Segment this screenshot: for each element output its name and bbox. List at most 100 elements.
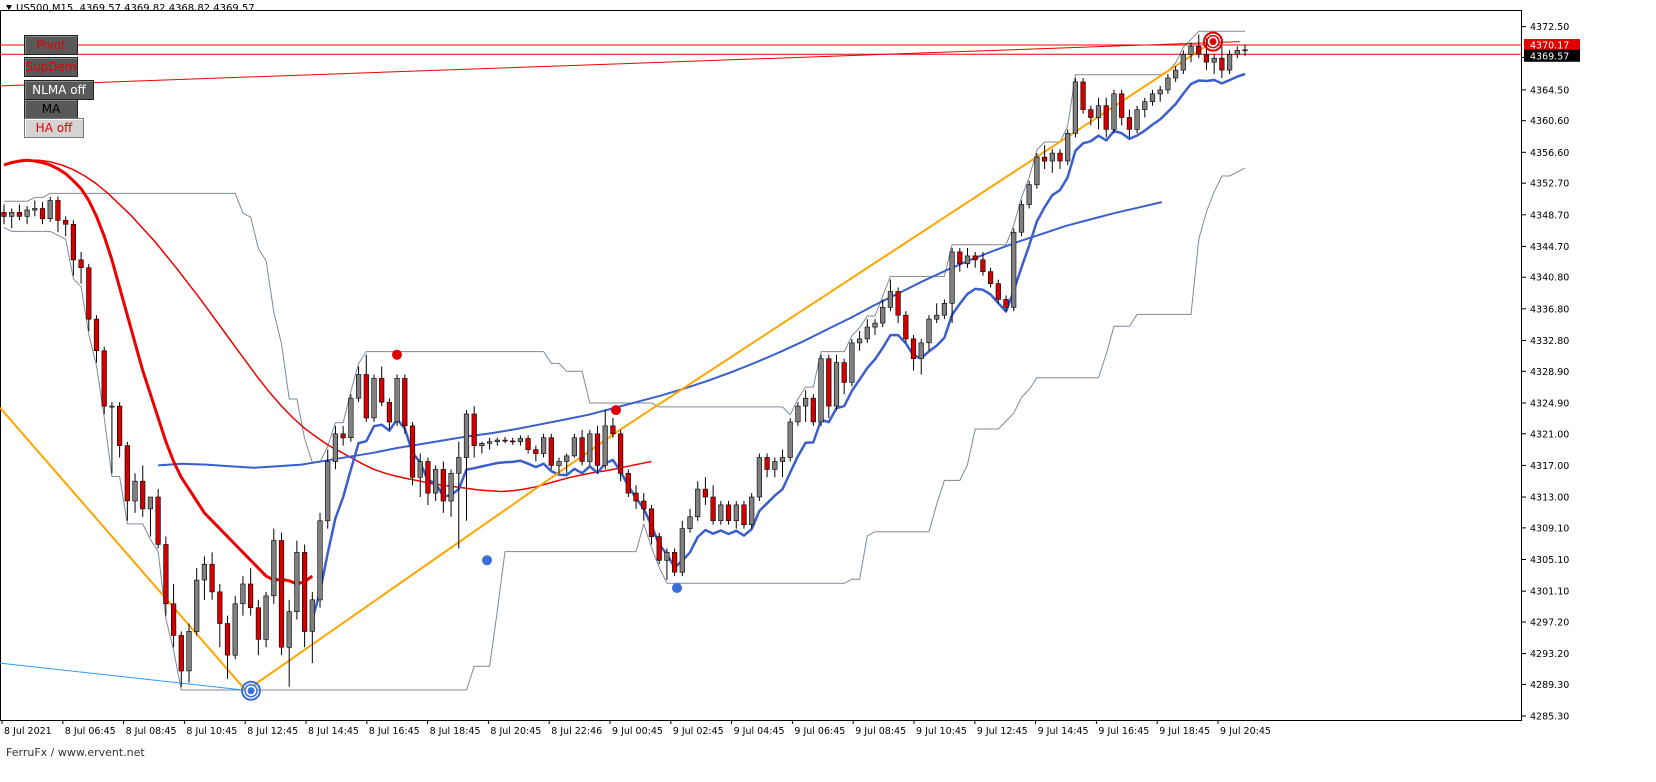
ha-button[interactable]: HA off	[24, 118, 84, 138]
candle-body	[972, 255, 978, 261]
candle-body	[332, 433, 339, 462]
candle-body	[941, 302, 947, 316]
candle-body	[1203, 53, 1209, 63]
candle-body	[163, 544, 169, 605]
x-tick-label: 8 Jul 10:45	[186, 726, 237, 737]
candle-body	[641, 500, 647, 510]
candle-body	[379, 378, 385, 403]
candle-body	[1034, 156, 1040, 186]
candle-body	[679, 528, 685, 573]
current-price-box	[1524, 49, 1580, 62]
candle-body	[463, 413, 470, 458]
candle-body	[826, 358, 832, 407]
candle-body	[386, 401, 393, 423]
y-tick-label: 4321.00	[1530, 429, 1569, 440]
candle-body	[363, 374, 369, 419]
swing-major-dot	[1209, 38, 1217, 46]
candle-body	[1011, 231, 1017, 308]
trend-line-red	[0, 41, 1241, 87]
candle-body	[957, 251, 963, 265]
y-tick-label: 4317.00	[1530, 461, 1569, 472]
y-tick-label: 4285.30	[1530, 712, 1569, 723]
candle-body	[1157, 89, 1163, 95]
candle-body	[533, 449, 539, 454]
candle-body	[856, 338, 863, 344]
x-tick-label: 8 Jul 06:45	[65, 726, 116, 737]
candle-body	[155, 496, 161, 545]
y-tick-label: 4336.80	[1530, 304, 1569, 315]
candle-body	[1103, 105, 1109, 130]
candle-body	[1227, 53, 1233, 71]
candle-body	[1088, 109, 1094, 118]
candle-body	[39, 208, 46, 220]
y-tick-label: 4328.90	[1530, 367, 1569, 378]
candle-body	[987, 271, 994, 284]
candle-body	[186, 631, 192, 672]
plot-frame	[0, 10, 1522, 721]
y-tick-label: 4309.10	[1530, 523, 1569, 534]
candle-body	[32, 208, 38, 211]
x-tick-label: 8 Jul 18:45	[430, 726, 481, 737]
candle-body	[325, 461, 331, 522]
y-tick-label: 4360.60	[1530, 116, 1569, 127]
candle-body	[787, 421, 793, 458]
candle-body	[579, 437, 585, 462]
candle-body	[1173, 69, 1179, 79]
y-tick-label: 4356.60	[1530, 148, 1569, 159]
candle-body	[248, 583, 254, 609]
y-tick-label: 4301.10	[1530, 587, 1569, 598]
candle-body	[756, 457, 762, 498]
y-tick-label: 4372.50	[1530, 22, 1569, 33]
candle-body	[109, 405, 115, 408]
candle-body	[1142, 101, 1148, 110]
pivot-button[interactable]: Pivot	[24, 35, 78, 55]
x-tick-label: 9 Jul 10:45	[916, 726, 967, 737]
candle-body	[802, 397, 809, 407]
y-tick-label: 4332.80	[1530, 336, 1569, 347]
trend-line-blue	[0, 662, 251, 692]
current-price-label: 4369.57	[1530, 51, 1569, 62]
candle-body	[656, 536, 662, 561]
zigzag-line	[0, 40, 1214, 692]
candle-body	[1049, 152, 1055, 162]
candle-body	[926, 318, 932, 344]
candle-body	[101, 350, 107, 407]
candle-body	[564, 455, 570, 462]
candle-body	[1057, 152, 1063, 162]
x-tick-label: 9 Jul 16:45	[1098, 726, 1149, 737]
candle-body	[602, 425, 608, 466]
x-tick-label: 9 Jul 12:45	[977, 726, 1028, 737]
swing-major-dot	[247, 687, 255, 695]
dropdown-arrow-icon	[6, 5, 12, 10]
candle-body	[903, 314, 909, 340]
candle-body	[687, 516, 693, 529]
candle-body	[440, 469, 446, 502]
candle-body	[594, 433, 601, 466]
y-tick-label: 4324.90	[1530, 398, 1569, 409]
candle-body	[1196, 46, 1202, 55]
candle-body	[733, 504, 739, 521]
candle-body	[779, 457, 786, 462]
credit-text: FerruFx / www.ervent.net	[6, 746, 145, 759]
candle-body	[702, 488, 708, 498]
candle-body	[841, 362, 847, 383]
candle-body	[934, 314, 940, 320]
candle-body	[1072, 81, 1078, 134]
pivot-price-label: 4370.17	[1530, 41, 1569, 52]
candle-body	[278, 540, 285, 648]
candle-body	[209, 563, 215, 593]
ma-button[interactable]: MA	[24, 99, 78, 119]
x-tick-label: 9 Jul 02:45	[673, 726, 724, 737]
supdem-button[interactable]: SupDem	[24, 57, 78, 77]
candle-body	[818, 358, 824, 423]
candle-body	[132, 480, 138, 502]
candle-body	[86, 267, 92, 320]
candle-body	[810, 397, 816, 423]
candle-body	[587, 433, 593, 462]
candle-body	[355, 374, 362, 399]
symbol-info: US500,M15 4369.57 4369.82 4368.82 4369.5…	[16, 3, 255, 14]
candle-body	[695, 488, 701, 518]
slow-ma-red-line	[3, 159, 652, 493]
nlma-button[interactable]: NLMA off	[24, 80, 94, 100]
